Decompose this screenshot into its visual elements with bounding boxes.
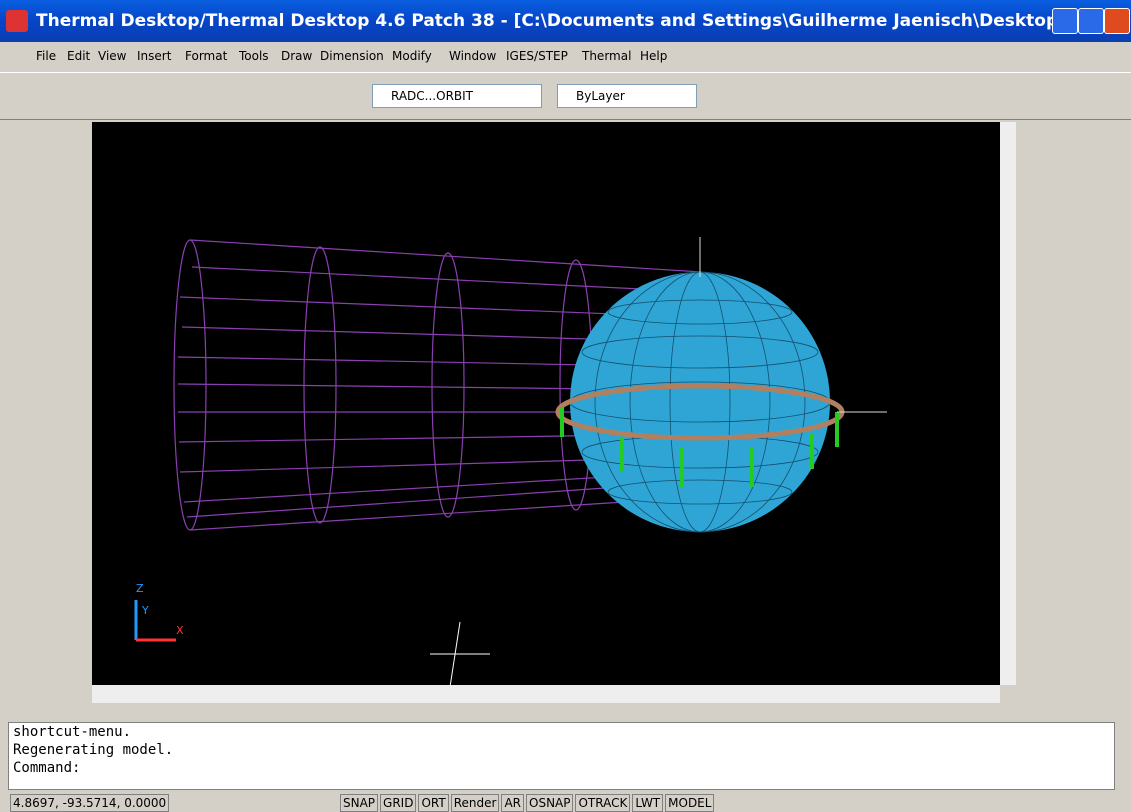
app-icon	[6, 10, 28, 32]
status-button[interactable]: OTRACK	[575, 794, 631, 812]
vertical-scrollbar[interactable]	[1000, 122, 1016, 685]
maximize-button[interactable]	[1078, 8, 1104, 34]
viewport: Z Y X	[92, 122, 1000, 685]
layer-combo[interactable]: ByLayer	[557, 84, 697, 108]
status-button[interactable]: ORT	[418, 794, 449, 812]
title-bar: Thermal Desktop/Thermal Desktop 4.6 Patc…	[0, 0, 1131, 42]
model-view: Z Y X	[134, 237, 887, 685]
menu-item[interactable]: IGES/STEP	[506, 49, 568, 63]
menu-item[interactable]: Modify	[392, 49, 432, 63]
menu-item[interactable]: File	[36, 49, 57, 63]
minimize-button[interactable]	[1052, 8, 1078, 34]
standard-toolbar: RADC...ORBIT ByLayer	[0, 72, 1131, 120]
status-button[interactable]: OSNAP	[526, 794, 574, 812]
menu-item[interactable]: Draw	[281, 49, 313, 63]
axis-label: Z	[136, 582, 144, 595]
menu-bar: File Edit View Insert Format Tools Draw Dimensi…	[0, 44, 1131, 70]
axis-label: Y	[141, 604, 149, 617]
command-line: Regenerating model.	[13, 742, 174, 758]
status-button[interactable]: MODEL	[665, 794, 715, 812]
crosshair-cursor	[430, 621, 490, 685]
menu-item[interactable]: Dimension	[320, 49, 384, 63]
ucs-icon: Z Y X	[134, 582, 184, 642]
close-button[interactable]	[1104, 8, 1130, 34]
status-button[interactable]: LWT	[632, 794, 664, 812]
menu-item[interactable]: Thermal	[582, 49, 632, 63]
menu-item[interactable]: Window	[449, 49, 497, 63]
window-title: Thermal Desktop/Thermal Desktop 4.6 Patc…	[36, 11, 1111, 31]
status-button[interactable]: AR	[501, 794, 524, 812]
status-bar: 4.8697, -93.5714, 0.0000 SNAP GRID ORT Rend…	[0, 794, 1131, 812]
sphere	[555, 237, 887, 533]
menu-item[interactable]: Format	[185, 49, 228, 63]
view-combo[interactable]: RADC...ORBIT	[372, 84, 542, 108]
horizontal-scrollbar[interactable]	[92, 685, 1000, 703]
menu-item[interactable]: Edit	[67, 49, 91, 63]
command-line: Command:	[13, 760, 81, 776]
coordinates: 4.8697, -93.5714, 0.0000	[10, 794, 170, 812]
menu-item[interactable]: Tools	[239, 49, 269, 63]
status-button[interactable]: GRID	[380, 794, 417, 812]
menu-item[interactable]: Help	[640, 49, 668, 63]
status-button[interactable]: Render	[450, 794, 500, 812]
menu-item[interactable]: View	[98, 49, 127, 63]
axis-label: X	[176, 624, 184, 637]
command-window: shortcut-menu. Regenerating model. Command…	[8, 722, 1115, 790]
command-line: shortcut-menu.	[13, 724, 132, 740]
status-button[interactable]: SNAP	[340, 794, 379, 812]
menu-item[interactable]: Insert	[137, 49, 172, 63]
